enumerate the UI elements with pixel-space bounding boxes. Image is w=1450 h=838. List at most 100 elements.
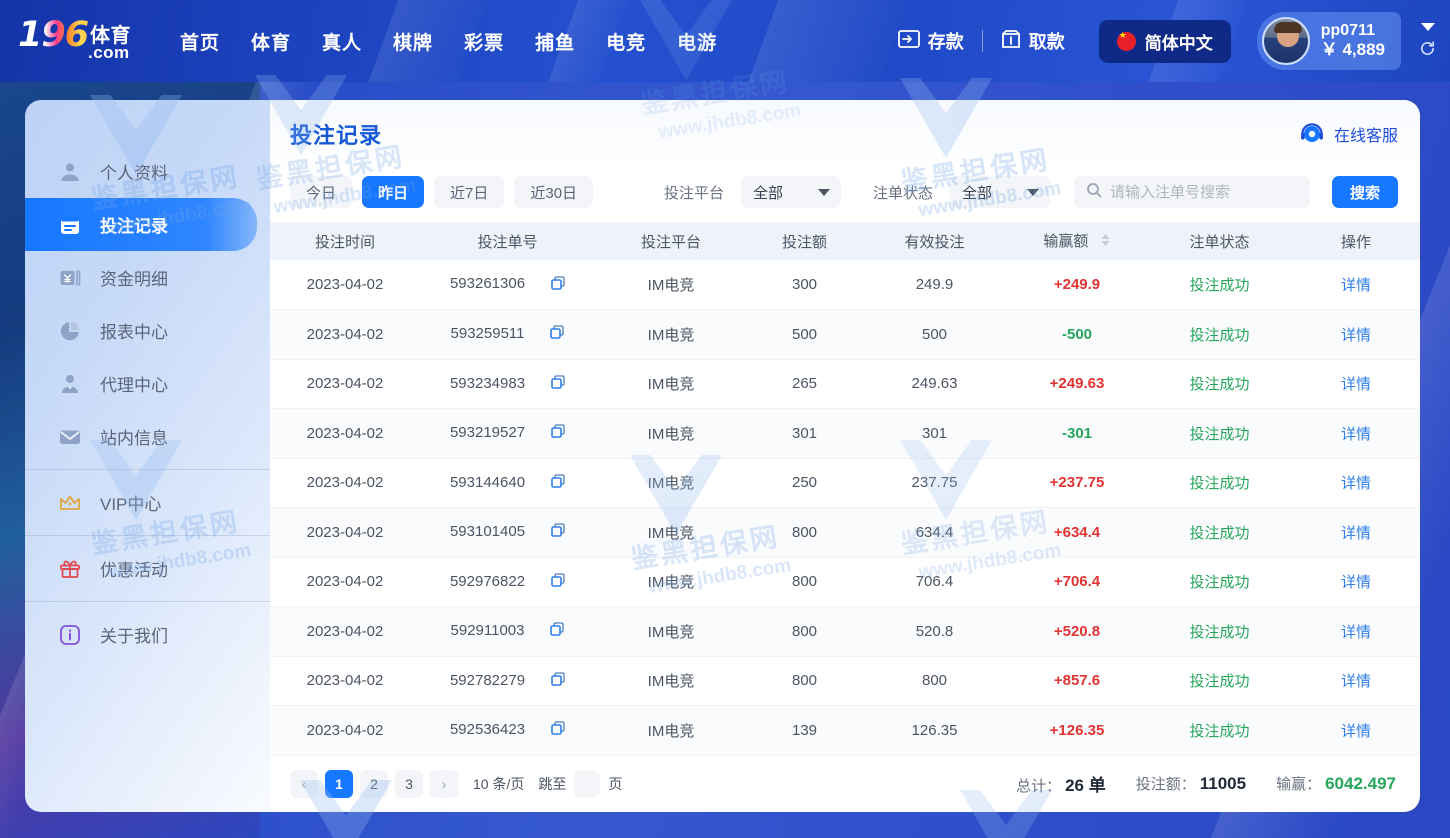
- detail-link[interactable]: 详情: [1340, 277, 1371, 294]
- language-selector[interactable]: 简体中文: [1098, 19, 1231, 63]
- top-header: 196 体育 .com 首页 体育 真人 棋牌 彩票 捕鱼 电竞 电游 存款: [0, 0, 1450, 82]
- jump-input[interactable]: [574, 770, 601, 797]
- user-account-button[interactable]: pp0711 ￥ 4,889: [1256, 12, 1401, 70]
- status-filter-select[interactable]: 全部: [949, 176, 1050, 208]
- cell-win-loss: +237.75: [1007, 458, 1147, 508]
- search-input[interactable]: [1109, 183, 1298, 201]
- pagination-page-3[interactable]: 3: [395, 769, 423, 798]
- detail-link[interactable]: 详情: [1340, 623, 1371, 641]
- copy-icon[interactable]: [551, 523, 565, 541]
- cell-bet-amount: 139: [747, 705, 862, 756]
- status-filter-label: 注单状态: [872, 184, 933, 202]
- deposit-label: 存款: [927, 32, 964, 52]
- nav-home[interactable]: 首页: [180, 32, 221, 54]
- detail-link[interactable]: 详情: [1340, 475, 1371, 493]
- copy-icon[interactable]: [551, 573, 565, 591]
- avatar: [1261, 17, 1310, 65]
- page-size-label[interactable]: 10 条/页: [473, 775, 525, 792]
- refresh-icon[interactable]: [1419, 40, 1436, 60]
- copy-icon[interactable]: [551, 275, 565, 294]
- cell-win-loss: +249.63: [1007, 359, 1147, 409]
- copy-icon[interactable]: [551, 474, 565, 492]
- mail-icon: [58, 425, 82, 449]
- detail-link[interactable]: 详情: [1340, 574, 1371, 592]
- cell-bet-id: 592976822: [420, 557, 595, 607]
- user-balance: ￥ 4,889: [1320, 40, 1385, 60]
- sidebar-item-profile[interactable]: 个人资料: [25, 145, 287, 198]
- sidebar-item-funds[interactable]: 资金明细: [25, 251, 287, 304]
- withdraw-label: 取款: [1028, 32, 1065, 52]
- nav-sports[interactable]: 体育: [251, 32, 292, 54]
- sidebar-divider: [25, 535, 287, 536]
- copy-icon[interactable]: [551, 672, 565, 690]
- filter-yesterday[interactable]: 昨日: [362, 176, 425, 208]
- cell-bet-id: 593234983: [420, 359, 595, 409]
- customer-service-button[interactable]: 在线客服: [1299, 121, 1398, 147]
- sidebar-item-about[interactable]: 关于我们: [25, 608, 287, 661]
- pagination-page-2[interactable]: 2: [360, 769, 388, 798]
- detail-link[interactable]: 详情: [1340, 376, 1371, 394]
- cell-valid-bet: 800: [862, 656, 1007, 706]
- sidebar-item-label: 报表中心: [100, 323, 168, 342]
- detail-link[interactable]: 详情: [1340, 326, 1371, 344]
- pagination-prev[interactable]: ‹: [290, 769, 318, 798]
- sidebar-item-messages[interactable]: 站内信息: [25, 410, 287, 463]
- sidebar-item-agent[interactable]: 代理中心: [25, 357, 287, 410]
- sidebar-item-bet-records[interactable]: 投注记录: [25, 198, 257, 251]
- pagination-page-1[interactable]: 1: [325, 769, 353, 798]
- cell-action: 详情: [1292, 705, 1420, 756]
- nav-lottery[interactable]: 彩票: [464, 32, 505, 54]
- calendar-icon: [58, 213, 82, 237]
- sidebar-item-promo[interactable]: 优惠活动: [25, 542, 287, 595]
- col-win-loss[interactable]: 输赢额: [1007, 222, 1147, 260]
- withdraw-button[interactable]: 取款: [1001, 28, 1065, 55]
- chevron-down-icon[interactable]: [1420, 22, 1435, 31]
- detail-link[interactable]: 详情: [1340, 673, 1371, 691]
- nav-live[interactable]: 真人: [322, 32, 363, 54]
- cell-action: 详情: [1292, 359, 1420, 409]
- nav-esports[interactable]: 电竞: [606, 32, 647, 54]
- cell-platform: IM电竞: [595, 260, 747, 310]
- deposit-button[interactable]: 存款: [897, 28, 964, 54]
- cell-valid-bet: 126.35: [862, 705, 1007, 756]
- search-box[interactable]: [1073, 176, 1310, 208]
- nav-chess[interactable]: 棋牌: [393, 32, 434, 54]
- sort-arrows-icon[interactable]: [1100, 232, 1111, 252]
- filter-30days[interactable]: 近30日: [514, 176, 594, 208]
- totals-group: 总计： 26 单 投注额： 11005 输赢： 6042.497: [1016, 771, 1396, 796]
- sidebar-divider: [25, 601, 287, 602]
- filter-today[interactable]: 今日: [290, 176, 353, 208]
- filter-7days[interactable]: 近7日: [434, 176, 505, 208]
- nav-fishing[interactable]: 捕鱼: [535, 32, 576, 54]
- table-header-row: 投注时间 投注单号 投注平台 投注额 有效投注 输赢额 注单状态 操作: [270, 222, 1420, 260]
- nav-slots[interactable]: 电游: [677, 32, 718, 54]
- total-winloss-label: 输赢：: [1276, 776, 1322, 793]
- detail-link[interactable]: 详情: [1340, 524, 1371, 542]
- cell-bet-amount: 500: [747, 309, 862, 360]
- total-count-label: 总计：: [1016, 778, 1062, 795]
- copy-icon[interactable]: [551, 721, 565, 739]
- copy-icon[interactable]: [550, 325, 565, 343]
- table-row: 2023-04-02 593261306 IM电竞 300 249.9 +249.9 投注成…: [270, 260, 1420, 310]
- sidebar-item-vip[interactable]: VIP中心: [25, 476, 287, 529]
- sidebar-item-reports[interactable]: 报表中心: [25, 304, 287, 357]
- cell-bet-amount: 800: [747, 507, 862, 558]
- cell-action: 详情: [1292, 408, 1420, 459]
- cell-bet-id: 593261306: [420, 260, 595, 310]
- detail-link[interactable]: 详情: [1340, 722, 1371, 740]
- copy-icon[interactable]: [550, 622, 565, 640]
- cell-bet-id: 593259511: [420, 309, 595, 360]
- yen-icon: [58, 266, 82, 290]
- pagination-next[interactable]: ›: [430, 769, 458, 798]
- detail-link[interactable]: 详情: [1340, 425, 1371, 443]
- table-row: 2023-04-02 592782279 IM电竞 800 800 +857.6 投注成功详…: [270, 656, 1420, 706]
- copy-icon[interactable]: [551, 375, 565, 393]
- cell-valid-bet: 237.75: [862, 458, 1007, 508]
- table-body: 2023-04-02 593261306 IM电竞 300 249.9 +249.9 投注成…: [270, 260, 1420, 756]
- site-logo[interactable]: 196 体育 .com: [18, 16, 144, 66]
- cell-valid-bet: 500: [862, 309, 1007, 360]
- platform-filter-select[interactable]: 全部: [740, 176, 841, 208]
- sidebar-item-label: 个人资料: [100, 164, 168, 183]
- copy-icon[interactable]: [551, 424, 565, 442]
- search-button[interactable]: 搜索: [1331, 176, 1398, 208]
